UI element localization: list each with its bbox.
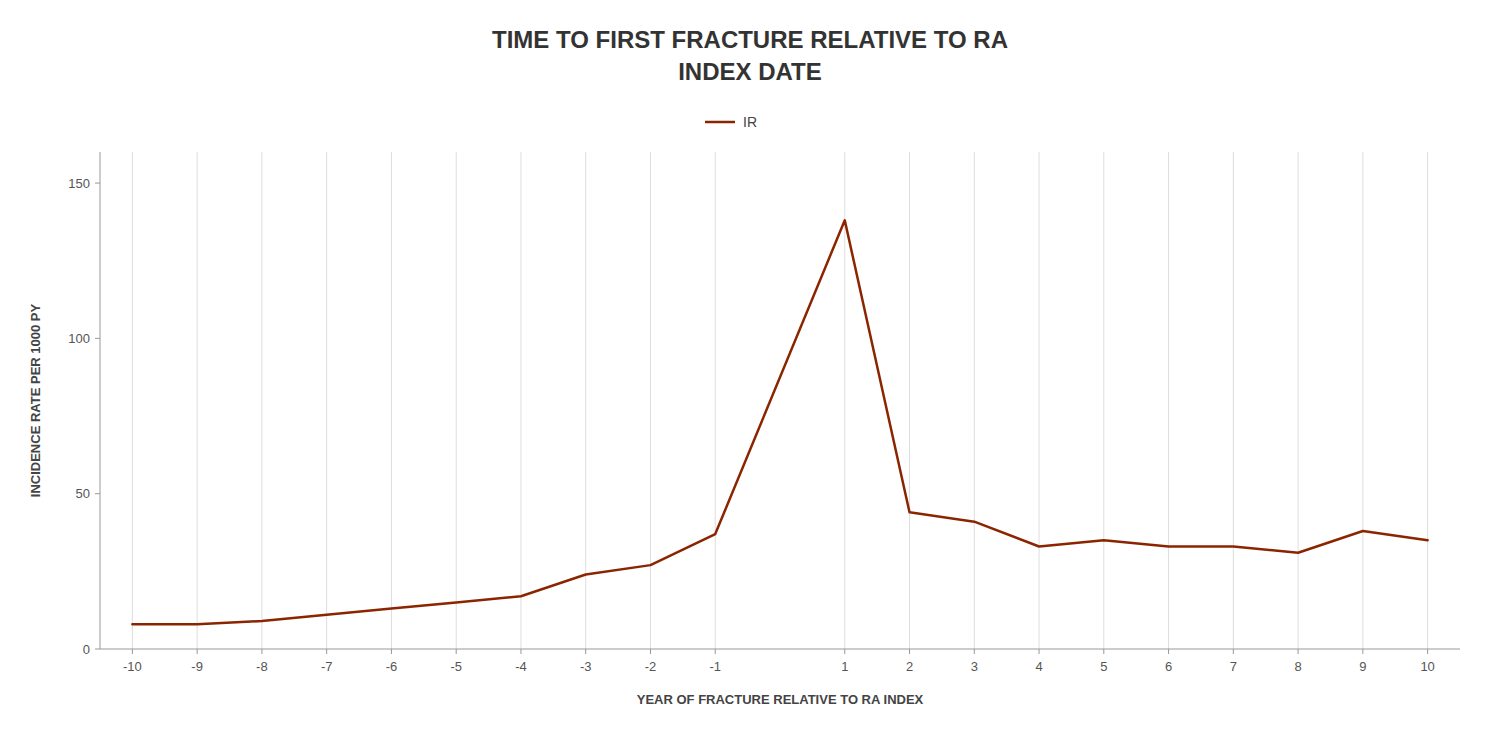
x-ticks: -10 -9 -8 -7 -6 -5 -4 -3 -2 -1 1 2 3 4 5 6 7 8 9 10 xyxy=(123,649,1435,674)
grid-line-x xyxy=(1103,152,1104,649)
x-tick-label: -5 xyxy=(450,659,462,674)
y-tick-label: 50 xyxy=(76,486,90,501)
grid-line-x xyxy=(974,152,975,649)
x-tick-label: 1 xyxy=(841,659,848,674)
x-tick xyxy=(1103,649,1104,654)
grid xyxy=(132,152,1427,649)
x-axis-line xyxy=(100,649,1460,650)
grid-line-x xyxy=(1168,152,1169,649)
x-tick xyxy=(1362,649,1363,654)
legend-swatch xyxy=(705,121,735,124)
x-tick xyxy=(909,649,910,654)
x-tick xyxy=(456,649,457,654)
grid-line-x xyxy=(520,152,521,649)
x-tick-label: -8 xyxy=(256,659,268,674)
chart-svg: TIME TO FIRST FRACTURE RELATIVE TO RA IND… xyxy=(0,0,1500,739)
y-tick-label: 100 xyxy=(68,331,90,346)
x-tick-label: 8 xyxy=(1294,659,1301,674)
y-tick-label: 150 xyxy=(68,176,90,191)
chart-container: TIME TO FIRST FRACTURE RELATIVE TO RA IND… xyxy=(0,0,1500,739)
x-tick-label: 7 xyxy=(1230,659,1237,674)
grid-line-x xyxy=(261,152,262,649)
x-tick-label: 9 xyxy=(1359,659,1366,674)
y-tick xyxy=(95,338,100,339)
x-tick xyxy=(391,649,392,654)
x-tick xyxy=(261,649,262,654)
x-tick xyxy=(520,649,521,654)
x-tick xyxy=(585,649,586,654)
x-tick xyxy=(715,649,716,654)
grid-line-x xyxy=(650,152,651,649)
x-tick xyxy=(974,649,975,654)
x-tick xyxy=(132,649,133,654)
y-tick xyxy=(95,649,100,650)
x-tick-label: 10 xyxy=(1420,659,1434,674)
x-axis-label: YEAR OF FRACTURE RELATIVE TO RA INDEX xyxy=(637,692,924,707)
x-tick xyxy=(1298,649,1299,654)
x-tick-label: -4 xyxy=(515,659,527,674)
x-tick xyxy=(1427,649,1428,654)
grid-line-x xyxy=(1298,152,1299,649)
x-tick xyxy=(1233,649,1234,654)
x-tick xyxy=(197,649,198,654)
series-line xyxy=(132,220,1427,624)
grid-line-x xyxy=(1427,152,1428,649)
grid-line-x xyxy=(1362,152,1363,649)
x-tick xyxy=(1168,649,1169,654)
x-tick-label: -6 xyxy=(386,659,398,674)
x-tick-label: -7 xyxy=(321,659,333,674)
x-tick-label: -3 xyxy=(580,659,592,674)
x-tick-label: -1 xyxy=(709,659,721,674)
y-axis-line xyxy=(100,152,101,649)
title: TIME TO FIRST FRACTURE RELATIVE TO RA IND… xyxy=(492,26,1008,85)
plot-area xyxy=(132,220,1427,624)
grid-line-x xyxy=(326,152,327,649)
x-tick-label: -10 xyxy=(123,659,142,674)
y-axis-label: INCIDENCE RATE PER 1000 PY xyxy=(28,303,43,497)
grid-line-x xyxy=(909,152,910,649)
title-line: TIME TO FIRST FRACTURE RELATIVE TO RA xyxy=(492,26,1008,53)
x-tick xyxy=(326,649,327,654)
y-tick xyxy=(95,183,100,184)
grid-line-x xyxy=(391,152,392,649)
grid-line-x xyxy=(715,152,716,649)
grid-line-x xyxy=(197,152,198,649)
grid-line-x xyxy=(1233,152,1234,649)
x-tick-label: -9 xyxy=(191,659,203,674)
legend-label: IR xyxy=(743,114,757,130)
x-tick xyxy=(1039,649,1040,654)
legend: IR xyxy=(705,114,757,130)
grid-line-x xyxy=(456,152,457,649)
grid-line-x xyxy=(132,152,133,649)
x-tick-label: -2 xyxy=(645,659,657,674)
y-ticks: 0 50 100 150 xyxy=(68,176,100,657)
x-tick-label: 4 xyxy=(1035,659,1042,674)
grid-line-x xyxy=(1039,152,1040,649)
x-tick-label: 6 xyxy=(1165,659,1172,674)
x-tick xyxy=(650,649,651,654)
title-line: INDEX DATE xyxy=(678,58,822,85)
x-tick-label: 2 xyxy=(906,659,913,674)
y-tick-label: 0 xyxy=(83,642,90,657)
x-tick xyxy=(844,649,845,654)
x-tick-label: 5 xyxy=(1100,659,1107,674)
y-tick xyxy=(95,493,100,494)
x-tick-label: 3 xyxy=(971,659,978,674)
